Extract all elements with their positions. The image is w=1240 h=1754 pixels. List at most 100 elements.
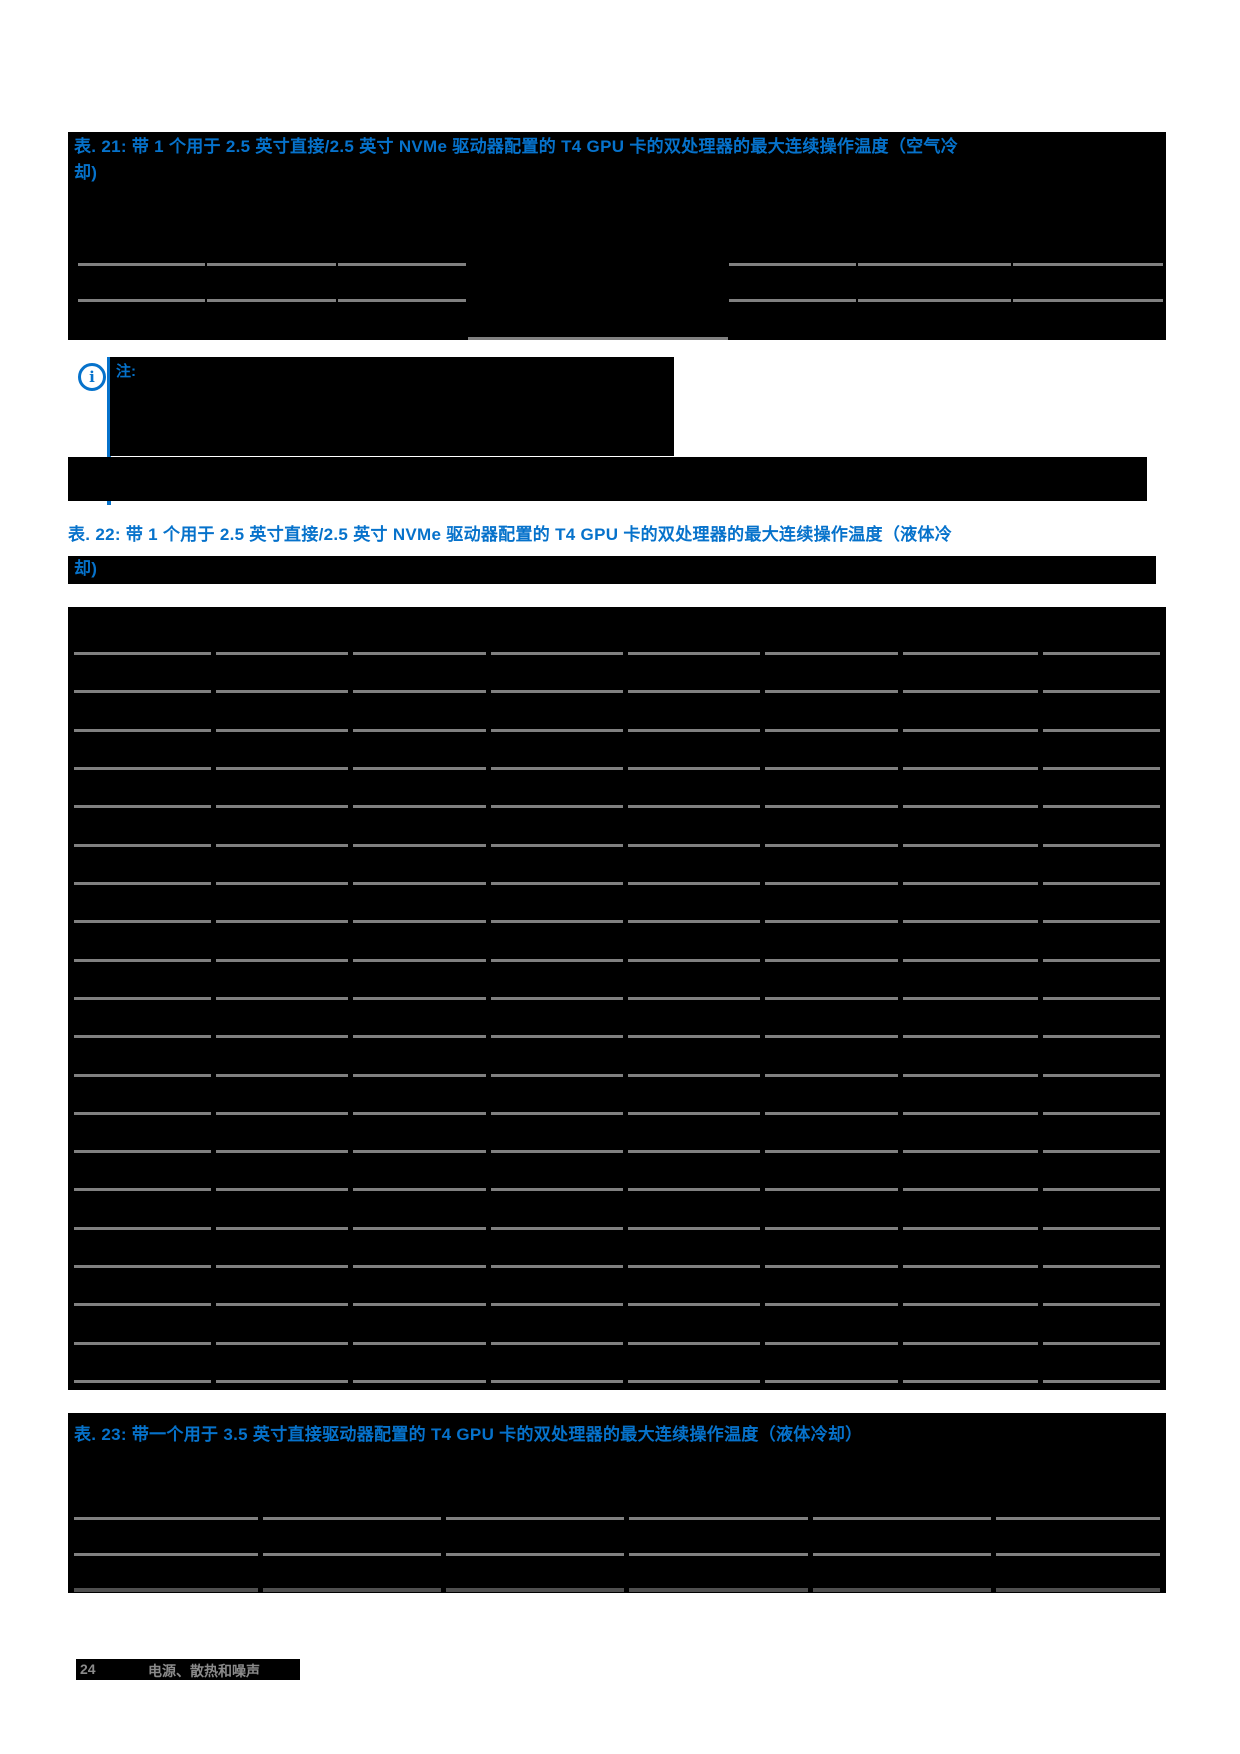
table-rule-line [628,1342,760,1345]
table-rule-line [765,959,898,962]
table-rule-line [628,1303,760,1306]
table-rule-line [216,1227,348,1230]
table-rule-line [1043,1150,1160,1153]
table-rule-line [491,997,623,1000]
table-rule-line [74,1380,211,1383]
table-rule-line [74,959,211,962]
table-rule-line [491,1150,623,1153]
table-rule-line [353,1227,486,1230]
table-rule-line [1043,652,1160,655]
table-rule-line [353,997,486,1000]
table-rule-line [353,1380,486,1383]
table-rule-line [628,805,760,808]
table-rule-line [729,263,856,266]
table-22-caption-line1: 表. 22: 带 1 个用于 2.5 英寸直接/2.5 英寸 NVMe 驱动器配… [68,525,953,544]
table-rule-line [78,299,205,302]
table-rule-line [903,997,1038,1000]
table-rule-line [216,1112,348,1115]
table-rule-line [74,1074,211,1077]
table-rule-line [765,844,898,847]
table-rule-line [353,1035,486,1038]
table-rule-line [74,1150,211,1153]
note-left-bar [107,357,111,505]
table-rule-line [1043,844,1160,847]
table-rule-line [1043,767,1160,770]
table-rule-line [903,1188,1038,1191]
table-rule-line [74,652,211,655]
table-rule-line [1043,1342,1160,1345]
table-22-caption-line2: 却) [74,559,98,578]
table-rule-line [74,1035,211,1038]
table-rule-line [1013,299,1163,302]
table-rule-line [353,959,486,962]
table-rule-line [74,920,211,923]
table-rule-line [74,844,211,847]
table-rule-line [813,1588,991,1592]
info-icon: i [78,363,106,391]
table-rule-line [903,1227,1038,1230]
table-rule-line [1043,1303,1160,1306]
table-rule-line [903,729,1038,732]
table-rule-line [468,337,728,340]
table-rule-line [353,690,486,693]
table-rule-line [628,652,760,655]
table-rule-line [216,690,348,693]
table-rule-line [628,1074,760,1077]
table-22-caption-redacted-band: 却) [68,556,1156,584]
table-rule-line [765,729,898,732]
table-rule-line [903,1035,1038,1038]
footer-redacted-band: 24 电源、散热和噪声 [76,1659,300,1680]
table-rule-line [1043,1188,1160,1191]
table-rule-line [216,920,348,923]
table-rule-line [858,299,1011,302]
table-rule-line [446,1588,624,1592]
table-rule-line [491,920,623,923]
table-rule-line [903,1074,1038,1077]
table-21-redacted-block: 表. 21: 带 1 个用于 2.5 英寸直接/2.5 英寸 NVMe 驱动器配… [68,132,1166,340]
table-rule-line [996,1553,1160,1556]
table-rule-line [765,1227,898,1230]
table-rule-line [628,844,760,847]
footer-section-title: 电源、散热和噪声 [148,1663,260,1679]
table-rule-line [1043,1227,1160,1230]
table-23-redacted-block: 表. 23: 带一个用于 3.5 英寸直接驱动器配置的 T4 GPU 卡的双处理… [68,1413,1166,1593]
table-rule-line [1043,1035,1160,1038]
table-rule-line [765,652,898,655]
table-rule-line [765,690,898,693]
table-rule-line [491,1074,623,1077]
table-rule-line [216,1342,348,1345]
table-rule-line [353,1342,486,1345]
table-rule-line [74,1112,211,1115]
table-rule-line [74,729,211,732]
table-rule-line [216,959,348,962]
table-rule-line [216,729,348,732]
table-rule-line [628,1227,760,1230]
table-rule-line [263,1517,441,1520]
table-rule-line [353,844,486,847]
table-rule-line [628,997,760,1000]
table-rule-line [628,1188,760,1191]
table-rule-line [353,729,486,732]
table-rule-line [765,1188,898,1191]
table-rule-line [903,805,1038,808]
table-rule-line [353,920,486,923]
table-rule-line [353,1188,486,1191]
table-rule-line [765,1265,898,1268]
table-rule-line [491,1380,623,1383]
table-rule-line [1043,997,1160,1000]
table-rule-line [491,1265,623,1268]
table-rule-line [903,1342,1038,1345]
table-rule-line [216,997,348,1000]
table-rule-line [353,1112,486,1115]
table-rule-line [216,1074,348,1077]
table-rule-line [74,1303,211,1306]
table-rule-line [1043,1265,1160,1268]
table-rule-line [1043,920,1160,923]
table-23-caption: 表. 23: 带一个用于 3.5 英寸直接驱动器配置的 T4 GPU 卡的双处理… [74,1425,863,1444]
note-label: 注: [116,363,136,380]
table-rule-line [216,1035,348,1038]
paragraph-redacted-block [68,457,1147,501]
table-rule-line [903,920,1038,923]
table-rule-line [446,1553,624,1556]
